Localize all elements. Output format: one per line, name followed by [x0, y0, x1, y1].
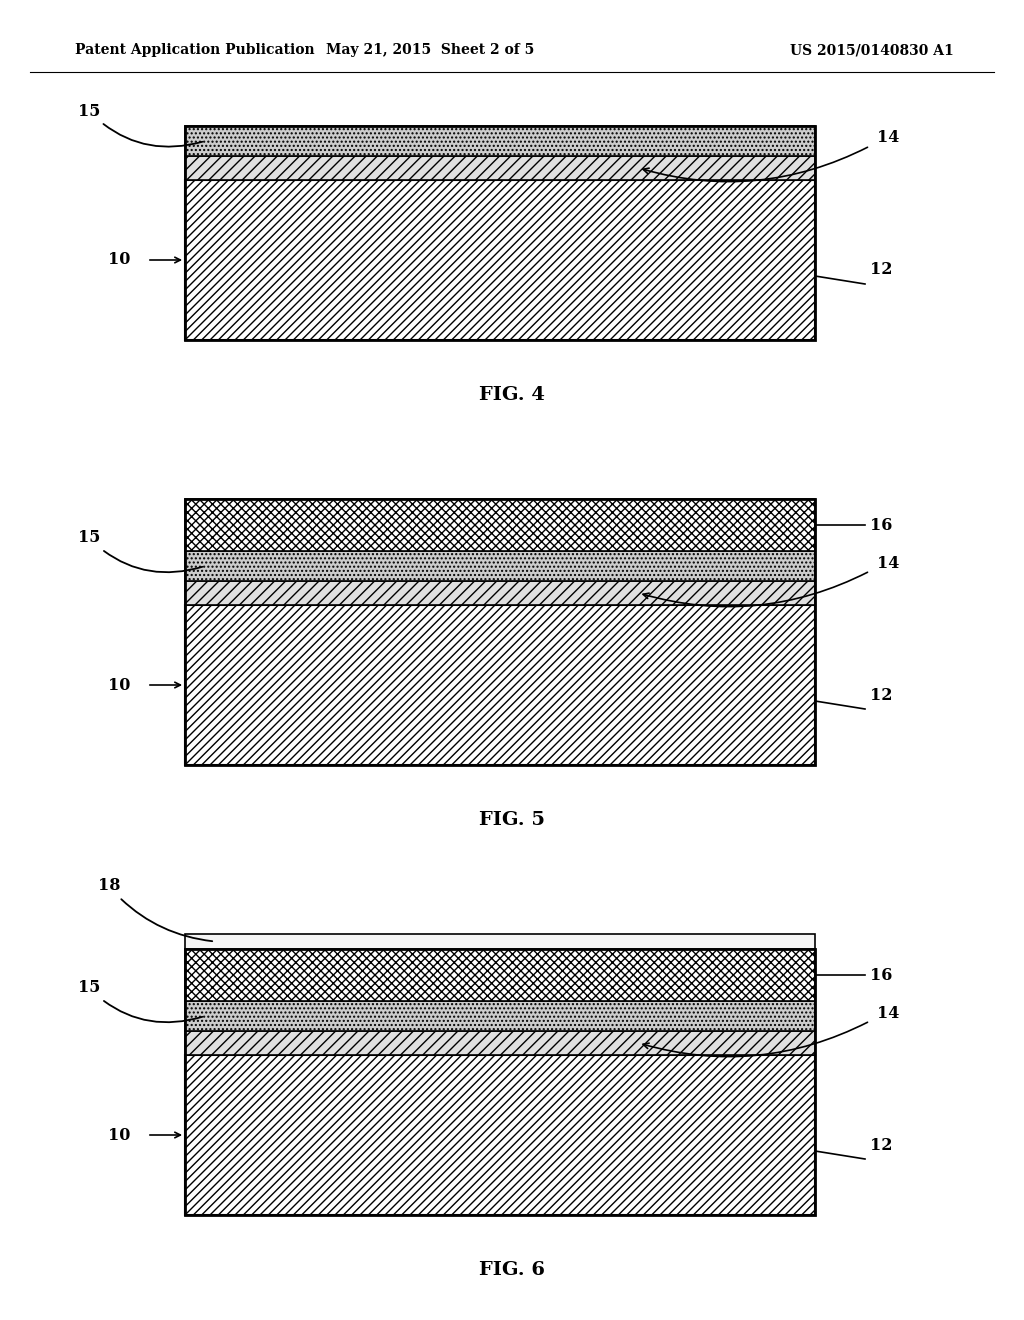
Text: May 21, 2015  Sheet 2 of 5: May 21, 2015 Sheet 2 of 5	[326, 44, 535, 57]
Text: 15: 15	[78, 979, 203, 1022]
Bar	[185, 1031, 815, 1055]
Text: US 2015/0140830 A1: US 2015/0140830 A1	[790, 44, 953, 57]
Text: 10: 10	[108, 676, 130, 693]
Text: 15: 15	[78, 529, 203, 573]
Bar	[185, 1055, 815, 1214]
Bar	[185, 125, 815, 341]
Text: 16: 16	[870, 516, 892, 533]
Text: FIG. 5: FIG. 5	[479, 810, 545, 829]
Text: 14: 14	[877, 129, 899, 147]
Bar	[185, 550, 815, 581]
Bar	[185, 180, 815, 341]
Bar	[185, 949, 815, 1214]
Text: 12: 12	[870, 1137, 893, 1154]
Text: 10: 10	[108, 252, 130, 268]
Text: 15: 15	[78, 103, 203, 147]
Text: 12: 12	[870, 686, 893, 704]
Text: 10: 10	[108, 1126, 130, 1143]
Bar	[185, 935, 815, 949]
Text: 16: 16	[870, 966, 892, 983]
Bar	[185, 949, 815, 1001]
Text: FIG. 6: FIG. 6	[479, 1261, 545, 1279]
Bar	[185, 605, 815, 766]
Bar	[185, 499, 815, 550]
Text: 14: 14	[877, 1005, 899, 1022]
Bar	[185, 156, 815, 180]
Text: Patent Application Publication: Patent Application Publication	[75, 44, 314, 57]
Text: 14: 14	[877, 554, 899, 572]
Bar	[185, 499, 815, 766]
Bar	[185, 125, 815, 156]
Bar	[185, 581, 815, 605]
Text: 12: 12	[870, 261, 893, 279]
Bar	[185, 1001, 815, 1031]
Text: FIG. 4: FIG. 4	[479, 385, 545, 404]
Text: 18: 18	[97, 878, 212, 941]
